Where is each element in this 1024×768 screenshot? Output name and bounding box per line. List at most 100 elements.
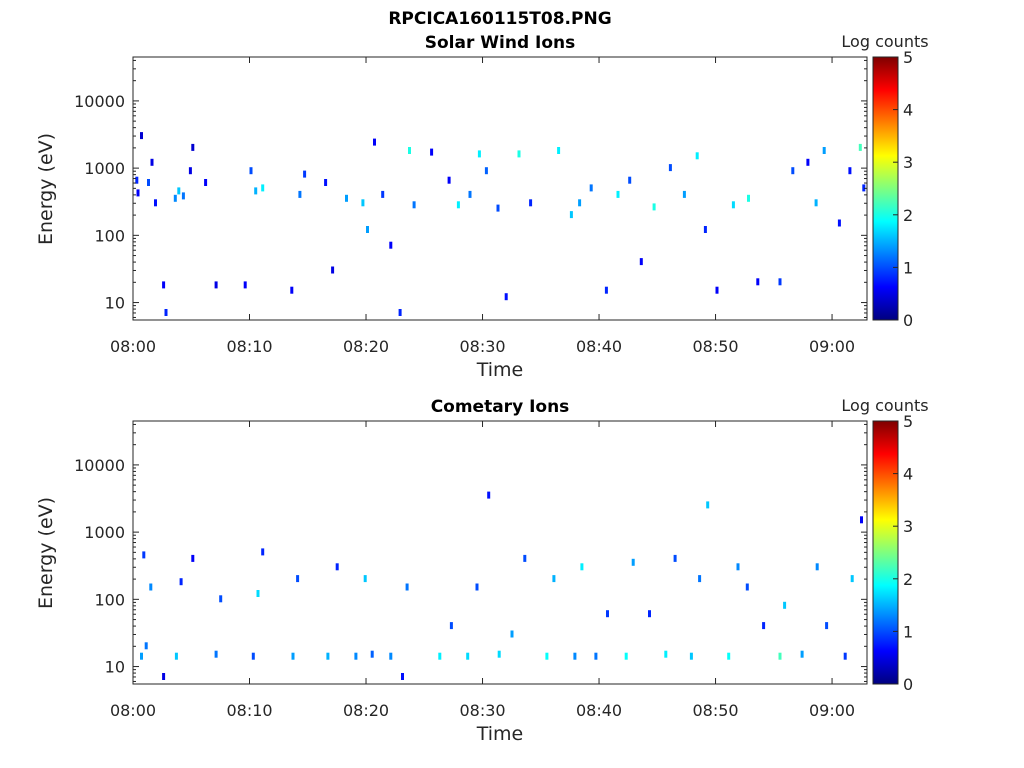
spectrogram-cell [177, 187, 181, 195]
spectrogram-cell [162, 281, 166, 289]
spectrogram-cell [639, 258, 643, 266]
spectrogram-cell [251, 652, 255, 660]
colorbar: 0 1 2 3 4 5 Log counts [841, 32, 928, 330]
spectrogram-cell [477, 150, 481, 158]
spectrogram-cell [181, 192, 185, 200]
x-tick-label: 08:40 [576, 701, 622, 720]
spectrogram-cell [557, 147, 561, 154]
spectrogram-cell [290, 286, 294, 294]
spectrogram-cell [149, 583, 153, 591]
colorbar-tick-label: 0 [903, 311, 913, 330]
x-tick-label: 08:00 [110, 337, 156, 356]
spectrogram-cell [606, 610, 609, 618]
spectrogram-cell [858, 143, 862, 151]
spectrogram-cell [800, 650, 804, 658]
colorbar-label: Log counts [841, 32, 928, 51]
spectrogram-cell [140, 652, 143, 660]
spectrogram-cell [345, 194, 348, 202]
colorbar: 0 1 2 3 4 5 Log counts [841, 396, 928, 694]
spectrogram-cell [254, 187, 258, 195]
spectrogram-cell [398, 309, 402, 316]
spectrogram-cell [335, 563, 339, 571]
spectrogram-cell [179, 578, 183, 586]
spectrogram-cell [673, 554, 677, 562]
spectrogram-cell [447, 176, 451, 184]
colorbar-tick-label: 5 [903, 412, 913, 431]
spectrogram-cell [747, 194, 750, 202]
x-tick-label: 09:00 [809, 337, 855, 356]
spectrogram-cell [815, 563, 819, 571]
spectrogram-cell [825, 622, 829, 630]
spectrogram-cell [837, 219, 841, 227]
spectrogram-cell [668, 164, 672, 172]
spectrogram-cell [589, 184, 593, 192]
spectrogram-cell [594, 652, 598, 660]
spectrogram-cell [715, 286, 719, 294]
spectrogram-cell [850, 575, 854, 583]
plot-frame [132, 420, 868, 685]
spectrogram-cell [510, 630, 514, 638]
spectrogram-cell [174, 652, 178, 660]
spectrogram-cell [256, 590, 260, 597]
y-axis: 10 100 1000 10000 [74, 59, 867, 318]
spectrogram-cell [381, 190, 385, 198]
spectrogram-cell [695, 152, 699, 160]
spectrogram-cell [468, 190, 472, 198]
colorbar-tick-label: 5 [903, 48, 913, 67]
spectrogram-cell [164, 309, 168, 316]
spectrogram-cell [578, 199, 582, 207]
spectrogram-cell [791, 167, 795, 175]
spectrogram-cell [243, 281, 247, 289]
spectrogram-cell [324, 179, 328, 186]
x-axis-label: Time [476, 723, 524, 745]
spectrogram-cell [545, 652, 549, 660]
spectrogram-cell [389, 241, 393, 249]
spectrogram-cell [652, 203, 656, 211]
y-axis: 10 100 1000 10000 [74, 423, 867, 682]
spectrogram-cell [664, 650, 668, 658]
spectrogram-cell [529, 199, 533, 207]
x-tick-label: 08:20 [343, 337, 389, 356]
spectrogram-cell [703, 226, 707, 233]
colorbar-tick-label: 1 [903, 622, 913, 641]
colorbar-tick-label: 3 [903, 517, 913, 536]
colorbar-ticks: 0 1 2 3 4 5 [893, 48, 913, 330]
colorbar-tick-label: 4 [903, 465, 913, 484]
spectrogram-cell [354, 652, 358, 660]
spectrogram-cell [604, 286, 608, 294]
spectrogram-cell [745, 583, 749, 591]
spectrogram-cell [762, 622, 766, 630]
spectrogram-cells [135, 132, 866, 316]
spectrogram-cell [142, 551, 146, 559]
x-tick-label: 08:40 [576, 337, 622, 356]
spectrogram-cell [408, 147, 411, 154]
spectrogram-cell [191, 554, 195, 562]
spectrogram-cell [496, 204, 500, 212]
x-axis-label: Time [476, 359, 524, 381]
panel-title: Solar Wind Ions [425, 33, 576, 53]
spectrogram-cell [261, 548, 265, 556]
spectrogram-cell [580, 563, 584, 571]
colorbar-tick-label: 1 [903, 258, 913, 277]
spectrogram-cell [438, 652, 442, 660]
colorbar-tick-label: 4 [903, 101, 913, 120]
spectrogram-cell [783, 601, 787, 609]
spectrogram-cell [412, 201, 416, 209]
spectrogram-cell [624, 652, 628, 660]
spectrogram-cell [475, 583, 479, 591]
spectrogram-cell [366, 226, 369, 233]
spectrogram-cell [140, 132, 143, 140]
spectrogram-cell [814, 199, 818, 207]
spectrogram-cell [523, 554, 527, 562]
spectrogram-cell [848, 167, 852, 175]
spectrogram-cell [361, 199, 365, 207]
y-tick-label: 1000 [84, 523, 125, 542]
colorbar-tick-label: 0 [903, 675, 913, 694]
spectrogram-cell [517, 150, 521, 158]
x-axis: 08:00 08:10 08:20 08:30 08:40 08:50 09:00 [110, 421, 855, 720]
spectrogram-cell [569, 211, 573, 219]
x-tick-label: 08:30 [459, 337, 505, 356]
spectrogram-cell [806, 158, 810, 166]
colorbar-tick-label: 3 [903, 153, 913, 172]
y-tick-label: 10 [105, 658, 125, 677]
